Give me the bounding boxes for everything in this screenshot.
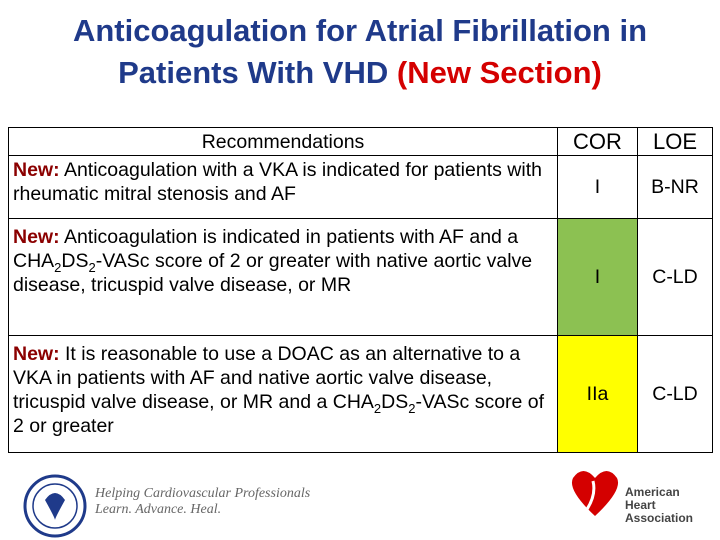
column-header: LOE xyxy=(637,127,713,156)
aha-line: American xyxy=(625,485,680,499)
recommendation-text: It is reasonable to use a DOAC as an alt… xyxy=(13,343,521,413)
cor: I xyxy=(557,155,638,219)
acc-heart xyxy=(45,493,65,520)
slide-title: Anticoagulation for Atrial Fibrillation … xyxy=(0,10,720,94)
subscript: 2 xyxy=(373,400,382,416)
recommendation: New: It is reasonable to use a DOAC as a… xyxy=(8,335,558,453)
title-text: Patients With VHD xyxy=(118,55,389,90)
new-label: New: xyxy=(13,159,60,181)
recommendation-text: DS xyxy=(381,391,409,413)
recommendation-text: -VASc score of 2 or greater xyxy=(13,391,545,437)
recommendation: New: Anticoagulation is indicated in pat… xyxy=(8,218,558,336)
aha-line: Association xyxy=(625,511,694,525)
acc-line: Helping Cardiovascular Professionals xyxy=(95,486,311,501)
aha-name: American Heart Association xyxy=(625,486,693,525)
recommendation-text: DS xyxy=(61,250,89,272)
acc-line: Learn. Advance. Heal. xyxy=(95,502,222,517)
cor: IIa xyxy=(557,335,638,453)
acc-seal-inner xyxy=(32,483,78,529)
aha-heart xyxy=(571,471,619,516)
subscript: 2 xyxy=(54,259,62,275)
title-line: Patients With VHD (New Section) xyxy=(0,52,720,94)
aha-line: Heart xyxy=(625,498,656,512)
title-highlight: (New Section) xyxy=(396,55,602,90)
recommendation-text: Anticoagulation is indicated in patients… xyxy=(13,226,519,272)
recommendation-text: -VASc score of 2 or greater with native … xyxy=(13,250,533,296)
loe: B-NR xyxy=(637,155,713,219)
loe: C-LD xyxy=(637,335,713,453)
acc-tagline: Helping Cardiovascular Professionals Lear… xyxy=(95,486,310,518)
cor: I xyxy=(557,218,638,336)
new-label: New: xyxy=(13,343,60,365)
title-text: Anticoagulation for Atrial Fibrillation … xyxy=(72,13,648,48)
column-header: COR xyxy=(557,127,638,156)
recommendation: New: Anticoagulation with a VKA is indic… xyxy=(8,155,558,219)
title-line: Anticoagulation for Atrial Fibrillation … xyxy=(0,10,720,52)
new-label: New: xyxy=(13,226,60,248)
subscript: 2 xyxy=(408,400,416,416)
recommendation-text: Anticoagulation with a VKA is indicated … xyxy=(13,159,542,205)
subscript: 2 xyxy=(88,259,96,275)
aha-torch xyxy=(581,480,596,516)
loe: C-LD xyxy=(637,218,713,336)
column-header: Recommendations xyxy=(8,127,558,156)
acc-seal xyxy=(23,474,87,538)
